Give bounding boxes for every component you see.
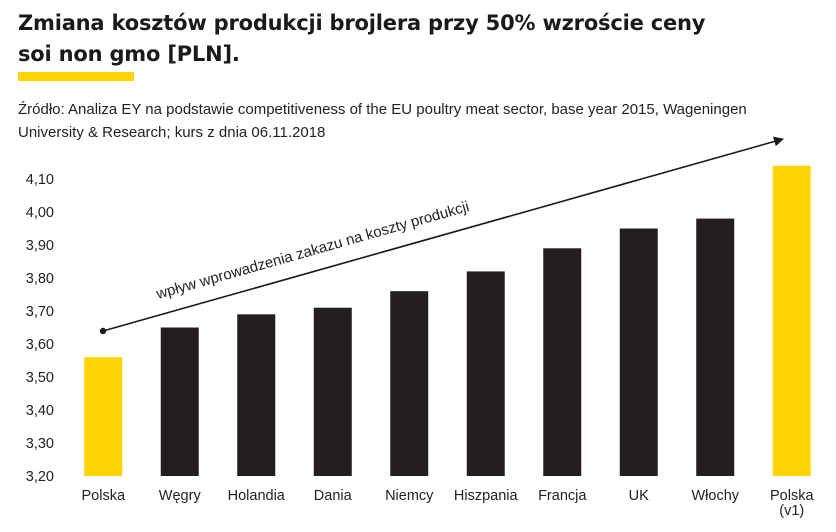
x-category-label: Francja — [538, 488, 587, 504]
x-category-label: Polska (v1) — [770, 488, 814, 519]
bar-2 — [160, 327, 199, 476]
bar-3 — [237, 314, 276, 476]
y-tick-label: 3,60 — [26, 337, 54, 353]
y-tick-label: 3,50 — [26, 370, 54, 386]
x-category-label: Niemcy — [385, 488, 434, 504]
bar-5 — [390, 291, 429, 476]
bar-1 — [84, 357, 123, 476]
bar-9 — [696, 218, 735, 476]
x-category-label: Włochy — [691, 488, 739, 504]
y-tick-label: 3,90 — [26, 238, 54, 254]
y-tick-label: 3,20 — [26, 469, 54, 485]
bar-7 — [543, 248, 582, 476]
y-tick-label: 3,30 — [26, 436, 54, 452]
trend-annotation-label: wpływ wprowadzenia zakazu na koszty prod… — [153, 198, 471, 303]
x-category-label: Węgry — [159, 488, 202, 504]
y-tick-label: 4,10 — [26, 172, 54, 188]
chart-title: Zmiana kosztów produkcji brojlera przy 5… — [18, 11, 706, 66]
y-axis-ticks: 3,20 3,30 3,40 3,50 3,60 3,70 3,80 3,90 4,00 4,10 — [26, 172, 54, 485]
x-category-label: Dania — [314, 488, 353, 504]
x-category-label: Polska — [81, 488, 125, 504]
trend-arrow-start-dot — [99, 327, 107, 335]
title-accent-bar — [18, 72, 134, 81]
y-tick-label: 3,70 — [26, 304, 54, 320]
trend-arrow — [102, 136, 784, 332]
x-category-label: Hiszpania — [454, 488, 519, 504]
source-note: Źródło: Analiza EY na podstawie competit… — [18, 101, 747, 141]
bar-8 — [619, 228, 658, 476]
y-tick-label: 3,40 — [26, 403, 54, 419]
bar-4 — [313, 307, 352, 476]
bars — [84, 165, 811, 477]
trend-annotation: wpływ wprowadzenia zakazu na koszty prod… — [99, 136, 784, 335]
x-axis-labels: Polska Węgry Holandia Dania Niemcy Hiszpania F… — [81, 488, 814, 519]
y-tick-label: 3,80 — [26, 271, 54, 287]
x-category-label: UK — [629, 488, 649, 504]
bar-6 — [466, 271, 505, 476]
x-category-label: Holandia — [228, 488, 286, 504]
bar-10 — [772, 165, 811, 477]
y-tick-label: 4,00 — [26, 205, 54, 221]
